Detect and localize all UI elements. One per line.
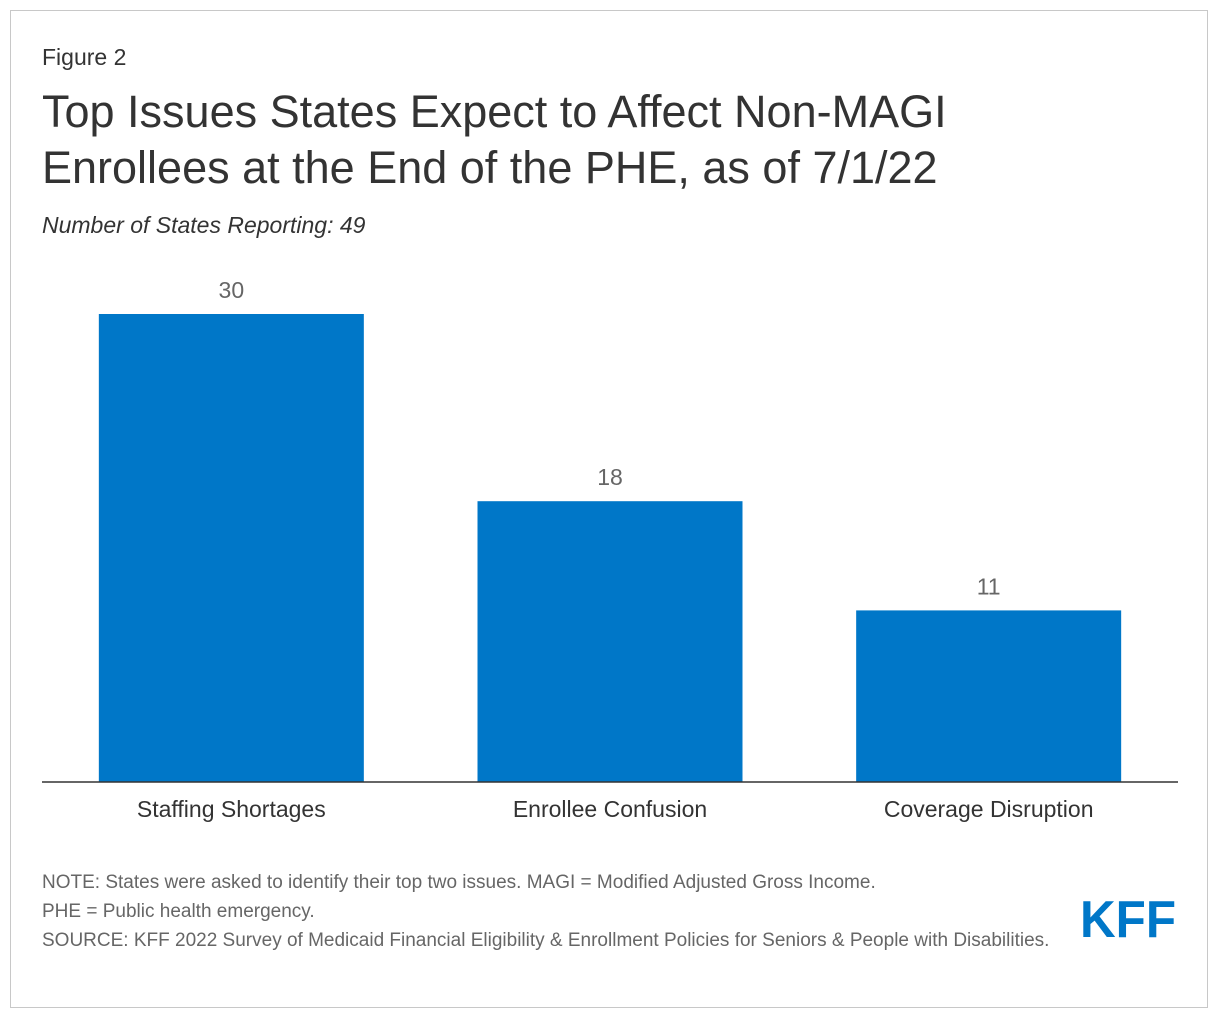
bar-coverage-disruption (856, 610, 1122, 782)
bar-enrollee-confusion (477, 501, 743, 782)
kff-logo-icon: KFF (1080, 891, 1176, 949)
svg-text:KFF: KFF (1080, 893, 1176, 939)
category-label: Coverage Disruption (884, 796, 1094, 822)
chart-notes: NOTE: States were asked to identify thei… (42, 868, 1072, 955)
chart-subtitle: Number of States Reporting: 49 (42, 212, 366, 238)
note-line-2: PHE = Public health emergency. (42, 901, 315, 922)
figure-label: Figure 2 (42, 44, 127, 70)
source-line: SOURCE: KFF 2022 Survey of Medicaid Fina… (42, 930, 1050, 951)
category-label: Staffing Shortages (137, 796, 326, 822)
note-line-1: NOTE: States were asked to identify thei… (42, 872, 876, 893)
kff-logo: KFF (1080, 891, 1178, 949)
value-label: 30 (219, 277, 245, 303)
figure-frame (10, 10, 1208, 1008)
value-label: 11 (977, 573, 1001, 599)
bars-layer: 30 Staffing Shortages 18 Enrollee Confusion… (98, 277, 1122, 822)
category-label: Enrollee Confusion (513, 796, 707, 822)
chart-title: Top Issues States Expect to Affect Non-M… (42, 86, 947, 193)
value-label: 18 (597, 464, 623, 490)
bar-staffing-shortages (98, 314, 364, 782)
